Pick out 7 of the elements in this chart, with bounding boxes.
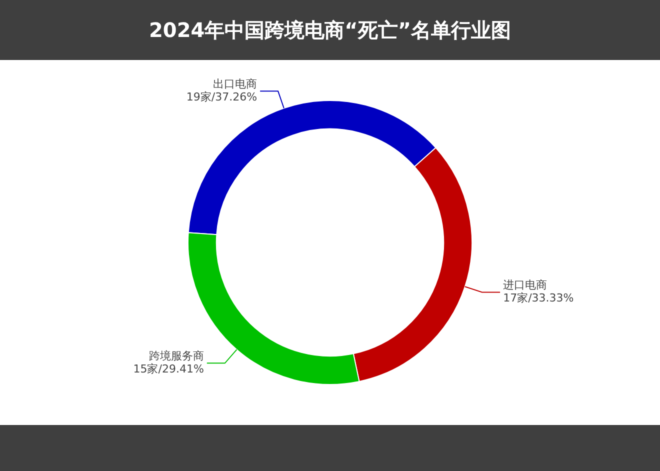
data-label: 17家/33.33%: [503, 292, 574, 305]
slice-label: 跨境服务商: [148, 350, 204, 363]
chart-title: 2024年中国跨境电商“死亡”名单行业图: [149, 16, 511, 44]
slice-label: 出口电商: [213, 78, 258, 91]
slice-label: 进口电商: [503, 278, 548, 292]
data-label: 19家/37.26%: [186, 90, 258, 104]
data-label: 15家/29.41%: [133, 362, 204, 376]
